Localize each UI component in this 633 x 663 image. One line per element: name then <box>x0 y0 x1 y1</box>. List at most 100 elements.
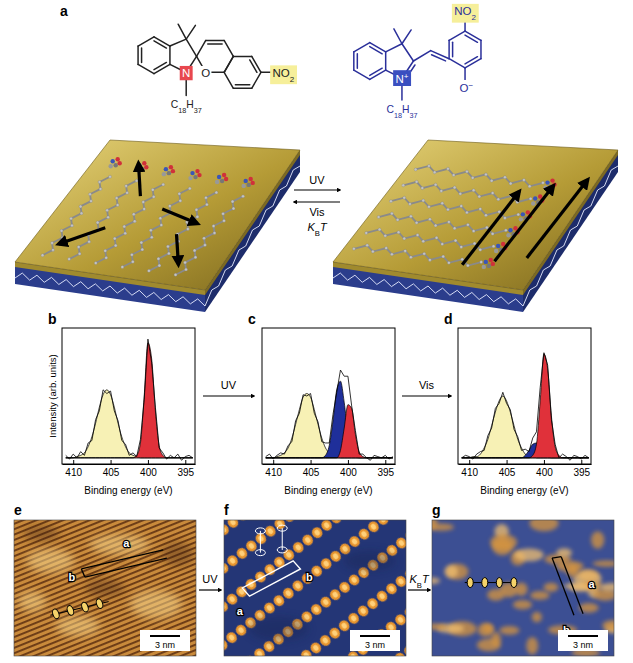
arrow-label: KBT <box>307 221 327 238</box>
atom <box>414 168 417 171</box>
tick-label: 395 <box>573 467 590 478</box>
atom <box>403 196 406 199</box>
stm-blob <box>602 620 614 630</box>
chain-label: C18H37 <box>171 99 202 115</box>
bond <box>178 24 186 39</box>
tick-mark <box>73 460 74 464</box>
x-axis: 410405400395 <box>459 460 592 478</box>
atom <box>453 227 456 230</box>
arrow <box>402 395 451 396</box>
tick: 410 <box>65 460 82 478</box>
atom <box>121 265 124 268</box>
atom <box>194 256 197 259</box>
atom <box>190 171 194 175</box>
atom <box>193 249 196 252</box>
atom <box>242 195 245 198</box>
atom <box>484 173 487 176</box>
atom <box>247 183 251 187</box>
arrow-label: UV <box>202 573 218 585</box>
atom <box>78 252 81 255</box>
dipole-arrow <box>139 163 141 196</box>
atom <box>461 258 464 261</box>
atom <box>409 256 412 259</box>
amine-label: N+ <box>395 71 408 85</box>
stm-blob <box>530 591 550 600</box>
atom <box>365 231 368 234</box>
atom <box>224 177 228 181</box>
atom <box>408 202 411 205</box>
bond <box>413 51 430 61</box>
scale-bar-label: 3 nm <box>573 640 593 650</box>
arrow-label: UV <box>221 379 237 391</box>
atom <box>133 220 136 223</box>
atom <box>186 228 189 231</box>
tick: 410 <box>461 460 478 478</box>
stm-texture <box>14 520 196 656</box>
atom <box>427 164 430 167</box>
atom <box>142 161 146 165</box>
atom <box>168 204 171 207</box>
stm-blob <box>499 626 519 635</box>
atom <box>396 218 399 221</box>
atom <box>522 178 525 181</box>
tick-mark <box>348 460 349 464</box>
atom <box>107 216 110 219</box>
bond <box>224 56 233 72</box>
atom <box>491 232 494 235</box>
atom <box>123 225 126 228</box>
atom <box>222 212 225 215</box>
atom <box>88 240 91 243</box>
stm-blob <box>532 612 542 623</box>
nitro-label: NO2 <box>272 67 294 84</box>
atom <box>185 268 188 271</box>
atom <box>204 244 207 247</box>
stm-texture <box>224 520 406 656</box>
atom <box>118 161 122 165</box>
scheme-arrows: UV Vis KBT <box>294 174 340 238</box>
scale-bar-bg <box>140 630 190 651</box>
text-part: UV <box>309 174 325 186</box>
scale-bar: 3 nm <box>350 630 400 651</box>
atom <box>472 189 475 192</box>
bond <box>233 88 251 89</box>
tick: 405 <box>303 460 320 478</box>
atom <box>188 176 192 180</box>
atom <box>501 242 505 246</box>
label-box <box>200 66 211 79</box>
image-frame <box>432 520 614 656</box>
atom <box>188 187 191 190</box>
stm-blob <box>478 623 494 637</box>
atom <box>244 179 248 183</box>
atom <box>149 229 152 232</box>
bond <box>385 52 386 70</box>
bond <box>465 35 477 42</box>
x-axis-title: Binding energy (eV) <box>84 485 172 496</box>
atom <box>435 236 438 239</box>
dipole-arrow <box>162 209 197 224</box>
atom <box>159 217 162 220</box>
tick-mark <box>148 460 149 464</box>
stm-blob <box>513 600 532 610</box>
atom <box>377 216 380 219</box>
atom <box>104 249 107 252</box>
stm-overlay: ab <box>50 537 166 619</box>
tick-label: 395 <box>377 467 394 478</box>
atom <box>184 261 187 264</box>
stm-blob <box>593 560 614 566</box>
text-part: Vis <box>309 206 325 218</box>
atom <box>460 205 463 208</box>
lattice-label: b <box>306 571 313 583</box>
atom <box>409 215 412 218</box>
atom <box>545 180 549 184</box>
tick-label: 395 <box>177 467 194 478</box>
dipole-arrow <box>59 228 106 244</box>
atom <box>232 207 235 210</box>
text-part: N <box>395 73 403 85</box>
atom <box>169 165 173 169</box>
molecule-glyph <box>255 550 265 556</box>
bond <box>224 72 233 88</box>
text-part: T <box>422 573 430 585</box>
text-part: 37 <box>409 110 417 119</box>
spectrum-panel: 410405400395Binding energy (eV) <box>262 328 396 496</box>
atom <box>113 237 116 240</box>
